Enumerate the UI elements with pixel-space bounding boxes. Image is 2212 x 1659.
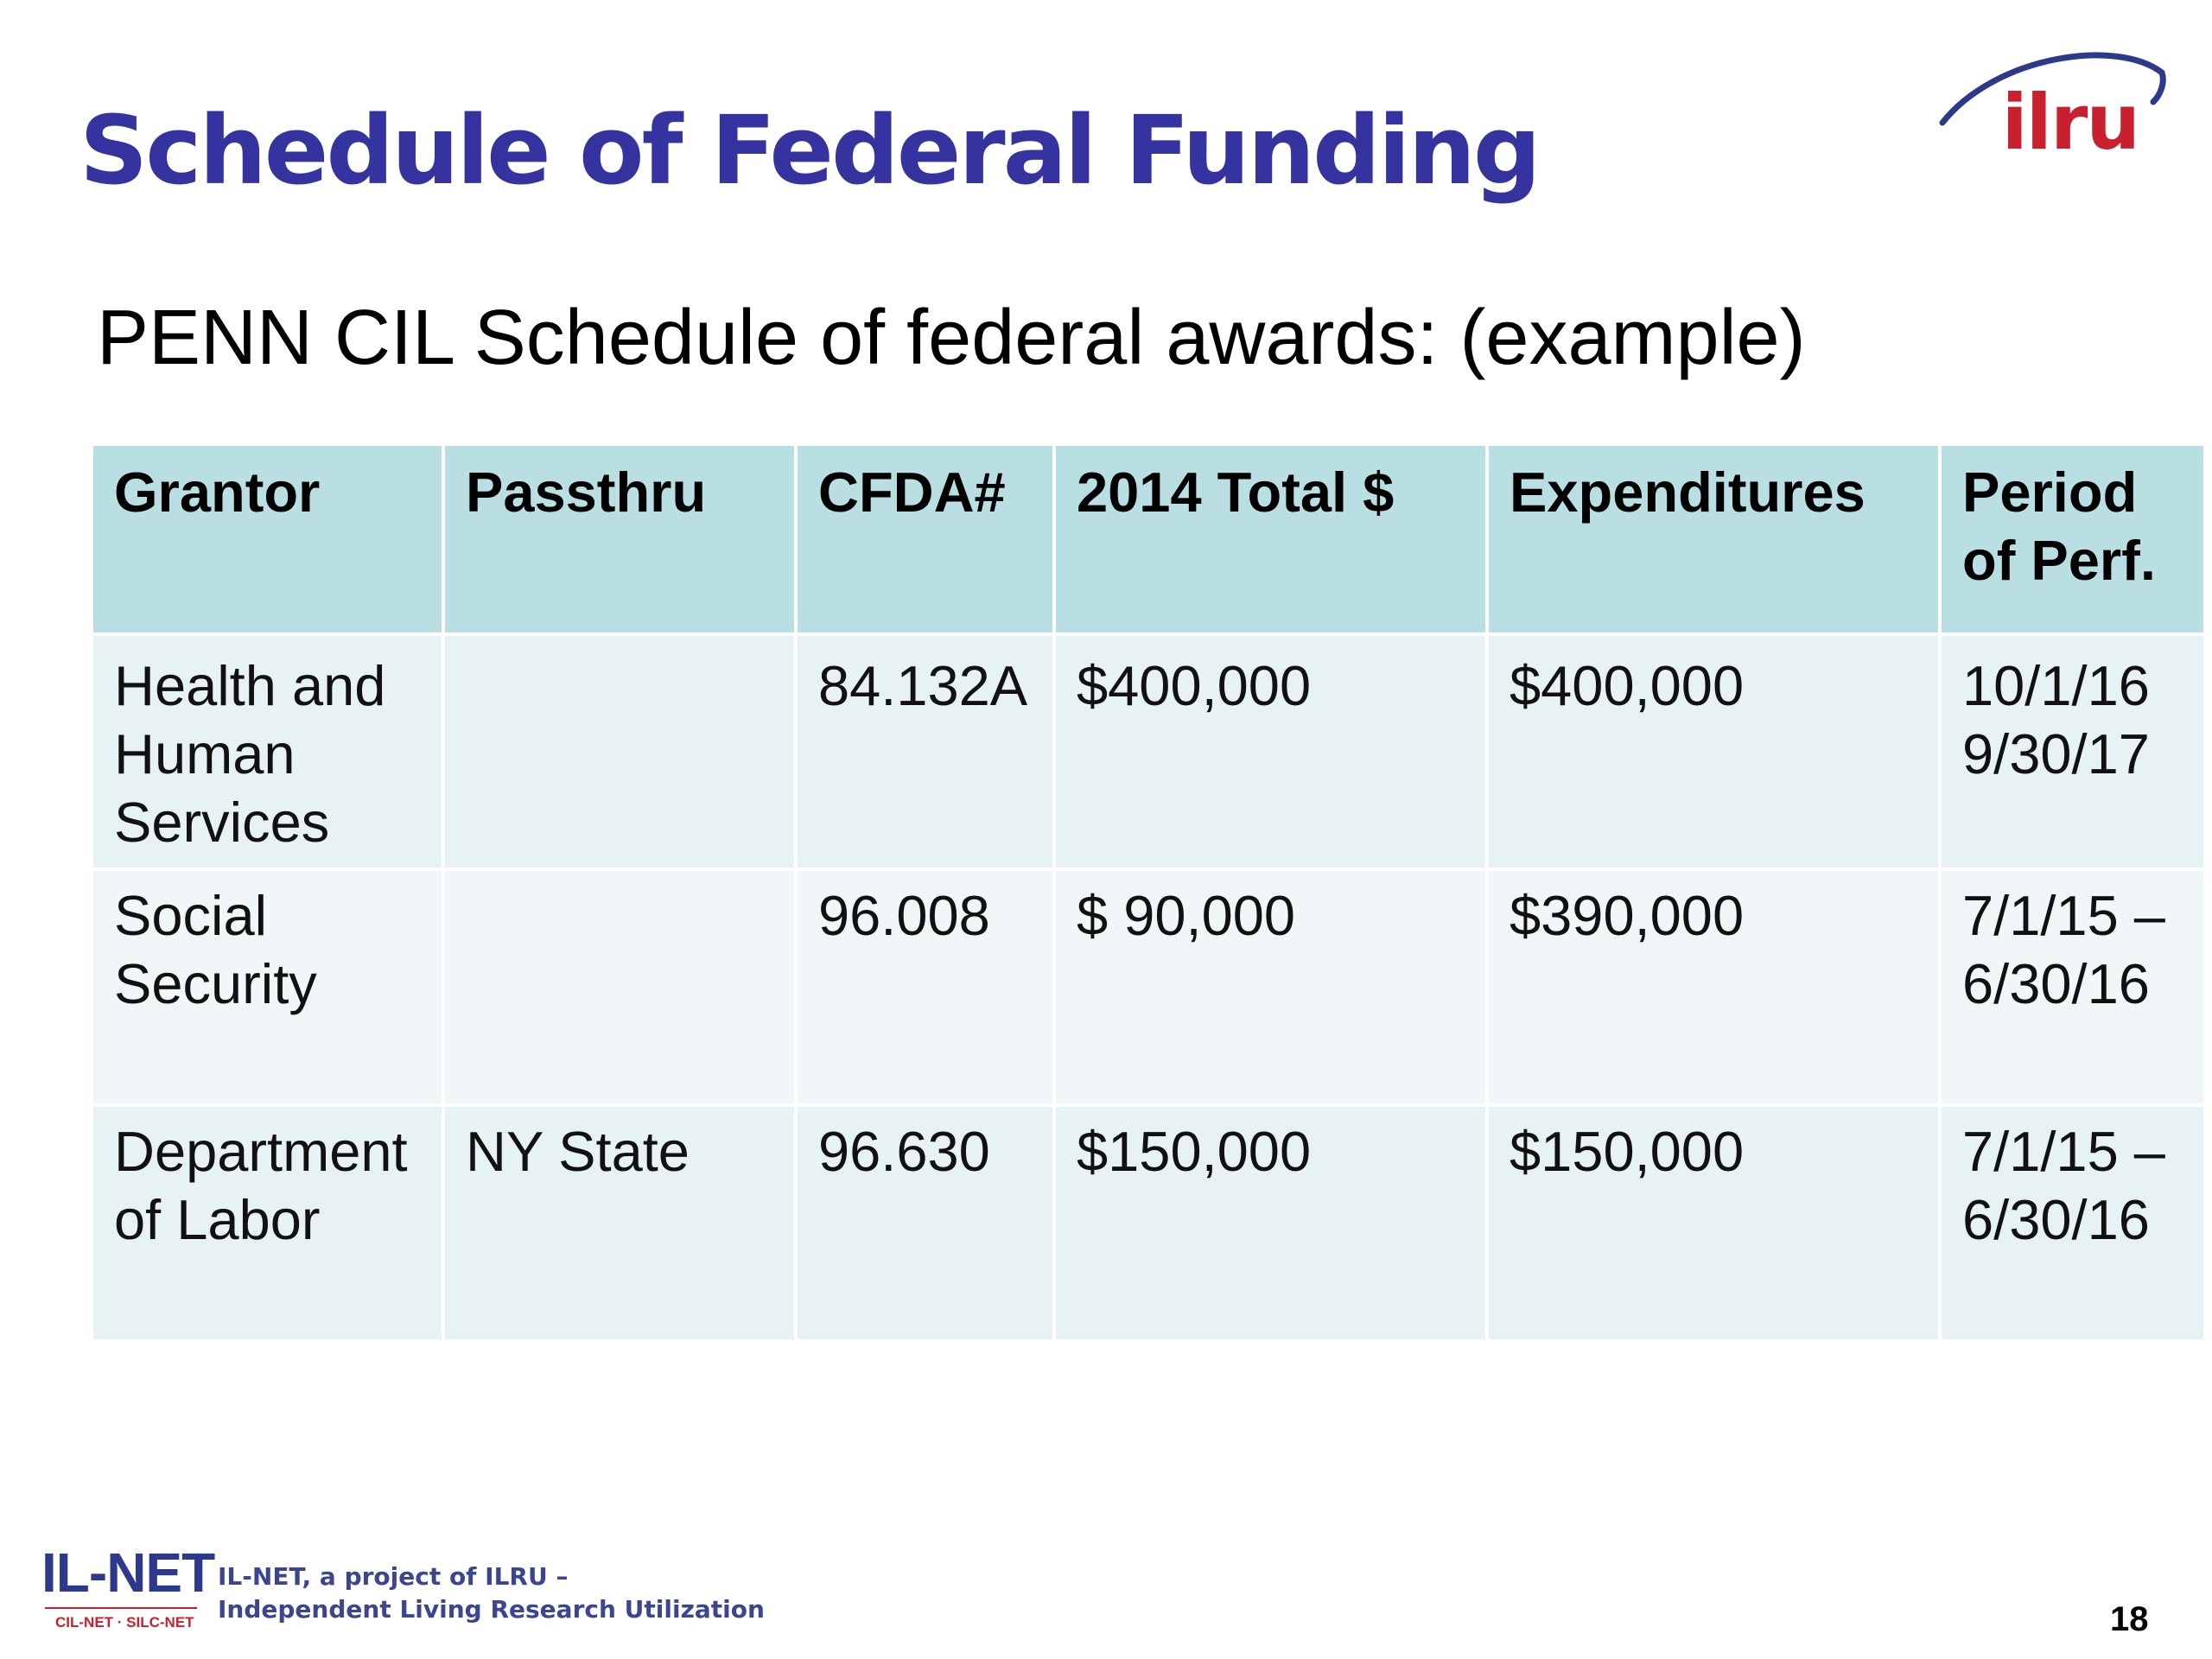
il-net-logo-rule	[45, 1607, 197, 1609]
federal-awards-table: Grantor Passthru CFDA# 2014 Total $ Expe…	[93, 446, 2203, 1339]
cell-line: Health and	[114, 654, 386, 717]
cell-line: 10/1/16	[1962, 654, 2150, 717]
cell-total: $150,000	[1056, 1107, 1485, 1339]
table-row: Department of Labor NY State 96.630 $150,…	[93, 1107, 2203, 1339]
cell-line: of Perf.	[1962, 529, 2156, 592]
cell-line: $390,000	[1510, 884, 1745, 947]
col-header-total: 2014 Total $	[1056, 446, 1485, 632]
cell-line: Department	[114, 1120, 408, 1183]
page-number: 18	[2110, 1600, 2149, 1638]
cell-passthru	[445, 871, 794, 1103]
cell-cfda: 96.008	[798, 871, 1052, 1103]
cell-line: Period	[1962, 461, 2138, 524]
cell-grantor: Department of Labor	[93, 1107, 442, 1339]
table-header-row: Grantor Passthru CFDA# 2014 Total $ Expe…	[93, 446, 2203, 632]
cell-cfda: 96.630	[798, 1107, 1052, 1339]
cell-line: $150,000	[1510, 1120, 1745, 1183]
table-row: Health and Human Services 84.132A $400,000…	[93, 636, 2203, 868]
cell-cfda: 84.132A	[798, 636, 1052, 868]
cell-total: $400,000	[1056, 636, 1485, 868]
il-net-logo-subtext: CIL-NET · SILC-NET	[55, 1614, 194, 1630]
cell-passthru: NY State	[445, 1107, 794, 1339]
cell-period: 7/1/15 –6/30/16	[1942, 1107, 2203, 1339]
cell-grantor: Social Security	[93, 871, 442, 1103]
cell-total: $ 90,000	[1056, 871, 1485, 1103]
cell-line: 9/30/17	[1962, 722, 2150, 785]
cell-grantor: Health and Human Services	[93, 636, 442, 868]
cell-line: 6/30/16	[1962, 1188, 2150, 1251]
cell-line: Security	[114, 952, 317, 1015]
cell-line: $150,000	[1077, 1120, 1312, 1183]
cell-passthru	[445, 636, 794, 868]
cell-line: $400,000	[1077, 654, 1312, 717]
footer-credit: IL-NET, a project of ILRU – Independent …	[218, 1560, 765, 1626]
ilru-logo: ilru	[1939, 52, 2166, 159]
col-header-passthru: Passthru	[445, 446, 794, 632]
col-header-expenditures: Expenditures	[1489, 446, 1938, 632]
cell-line: 7/1/15 –	[1962, 884, 2165, 947]
cell-line: Services	[114, 791, 330, 854]
cell-line: 84.132A	[818, 654, 1028, 717]
cell-line: $400,000	[1510, 654, 1745, 717]
ilru-logo-text: ilru	[2002, 78, 2139, 159]
cell-expenditures: $400,000	[1489, 636, 1938, 868]
cell-line: 96.630	[818, 1120, 990, 1183]
cell-expenditures: $150,000	[1489, 1107, 1938, 1339]
cell-line: NY State	[466, 1120, 690, 1183]
cell-line: 7/1/15 –	[1962, 1120, 2165, 1183]
col-header-period: Period of Perf.	[1942, 446, 2203, 632]
cell-period: 7/1/15 –6/30/16	[1942, 871, 2203, 1103]
cell-line: $ 90,000	[1077, 884, 1296, 947]
cell-expenditures: $390,000	[1489, 871, 1938, 1103]
table-row: Social Security 96.008 $ 90,000 $390,000 …	[93, 871, 2203, 1103]
col-header-grantor: Grantor	[93, 446, 442, 632]
col-header-cfda: CFDA#	[798, 446, 1052, 632]
cell-period: 10/1/16 9/30/17	[1942, 636, 2203, 868]
footer-credit-line2: Independent Living Research Utilization	[218, 1595, 765, 1624]
cell-line: 6/30/16	[1962, 952, 2150, 1015]
il-net-logo: IL-NET	[41, 1541, 215, 1604]
slide-title: Schedule of Federal Funding	[79, 95, 1541, 206]
slide-subtitle: PENN CIL Schedule of federal awards: (ex…	[97, 295, 1806, 381]
cell-line: 96.008	[818, 884, 990, 947]
footer-credit-line1: IL-NET, a project of ILRU –	[218, 1562, 569, 1591]
cell-line: of Labor	[114, 1188, 321, 1251]
cell-line: Human	[114, 722, 296, 785]
cell-line: Social	[114, 884, 268, 947]
